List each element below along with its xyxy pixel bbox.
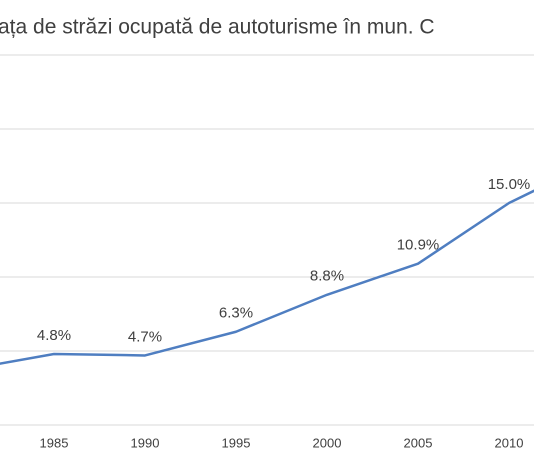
x-tick-label: 1985 <box>40 435 69 450</box>
data-label: 6.3% <box>219 305 253 322</box>
x-tick-label: 1990 <box>131 435 160 450</box>
x-tick-label: 2010 <box>495 435 524 450</box>
data-label: 4.8% <box>37 327 71 344</box>
x-tick-label: 2005 <box>404 435 433 450</box>
data-line <box>0 189 534 365</box>
data-label: 8.8% <box>310 268 344 285</box>
x-tick-label: 1995 <box>222 435 251 450</box>
x-tick-label: 2000 <box>313 435 342 450</box>
chart-title: ața de străzi ocupată de autoturisme în … <box>0 16 435 39</box>
data-label: 10.9% <box>397 237 440 254</box>
data-label: 15.0% <box>488 176 531 193</box>
data-label: 4.7% <box>128 328 162 345</box>
